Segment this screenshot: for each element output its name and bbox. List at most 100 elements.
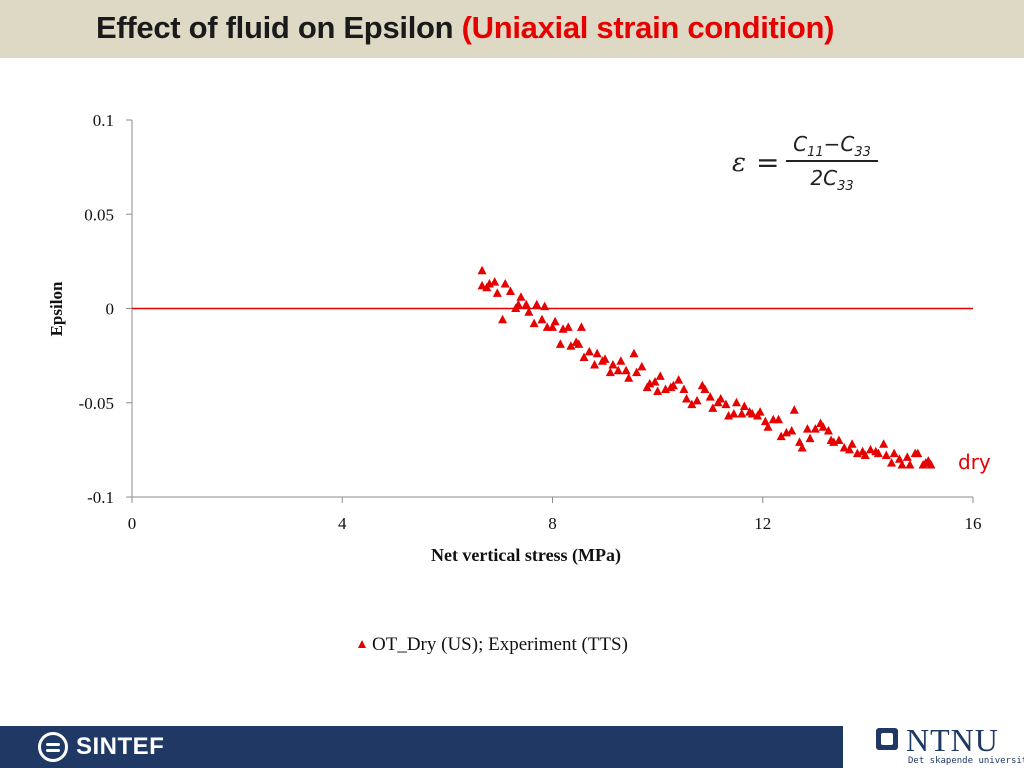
x-tick-label: 4 xyxy=(338,514,347,533)
data-point xyxy=(608,360,618,369)
data-point xyxy=(566,341,576,350)
data-point xyxy=(616,356,626,365)
formula-equals: = xyxy=(756,146,780,179)
data-point xyxy=(655,371,665,380)
data-point xyxy=(521,299,531,309)
data-point xyxy=(592,348,602,358)
data-point xyxy=(797,442,807,452)
data-point xyxy=(529,318,539,328)
chart-legend: OT_Dry (US); Experiment (TTS) xyxy=(358,634,628,656)
data-point xyxy=(653,386,663,395)
y-axis-label: Epsilon xyxy=(47,281,66,336)
data-point xyxy=(879,439,889,448)
data-point xyxy=(866,444,876,454)
y-tick-label: 0.05 xyxy=(84,205,114,224)
x-tick-label: 8 xyxy=(548,514,557,533)
data-point xyxy=(755,407,765,416)
data-point xyxy=(540,301,550,311)
sintef-logo: SINTEF xyxy=(38,732,164,762)
data-point xyxy=(674,375,684,384)
x-tick-label: 16 xyxy=(965,514,982,533)
data-point xyxy=(692,395,702,405)
data-point xyxy=(787,426,797,435)
title-bar: Effect of fluid on Epsilon (Uniaxial str… xyxy=(0,0,1024,58)
data-point xyxy=(624,373,634,382)
data-point xyxy=(605,367,615,377)
ntnu-tagline: Det skapende universitet xyxy=(908,756,1024,766)
epsilon-chart: 0.1 0.05 0 -0.05 -0.1 0 4 8 12 16 Epsilon Net ve… xyxy=(47,111,982,566)
data-point xyxy=(682,393,692,403)
x-ticks: 0 4 8 12 16 xyxy=(128,497,982,533)
data-point xyxy=(823,426,833,435)
data-point xyxy=(574,339,584,348)
data-point xyxy=(873,448,883,458)
data-point xyxy=(834,435,844,444)
data-point xyxy=(731,397,741,407)
data-point xyxy=(548,322,557,331)
data-point xyxy=(902,452,912,461)
y-tick-label: -0.05 xyxy=(79,394,114,413)
x-axis: 0 4 8 12 16 xyxy=(128,496,982,533)
ntnu-wordmark: NTNU xyxy=(906,722,999,758)
data-point xyxy=(897,459,907,469)
data-point xyxy=(537,314,547,324)
data-point xyxy=(844,444,854,454)
x-axis-label: Net vertical stress (MPa) xyxy=(431,545,621,566)
data-point xyxy=(818,422,828,431)
data-point xyxy=(708,403,718,412)
data-point xyxy=(650,377,660,386)
data-point xyxy=(668,380,678,390)
footer-right-panel xyxy=(843,726,1024,768)
data-point xyxy=(847,439,857,448)
data-point xyxy=(613,365,623,375)
formula-lhs: ε xyxy=(732,148,746,178)
data-point xyxy=(774,414,784,424)
data-point xyxy=(705,392,715,401)
data-point xyxy=(505,286,515,296)
data-point xyxy=(550,316,560,326)
epsilon-formula: ε = C11−C33 2C33 xyxy=(730,132,880,196)
slide-title: Effect of fluid on Epsilon (Uniaxial str… xyxy=(96,10,834,46)
formula-fraction-bar xyxy=(786,160,878,162)
sintef-emblem-icon xyxy=(38,732,68,762)
data-point xyxy=(747,409,757,418)
y-tick-label: 0.1 xyxy=(93,111,114,130)
ntnu-emblem-icon xyxy=(876,728,898,750)
data-point xyxy=(621,365,631,375)
data-point xyxy=(926,459,936,469)
data-point xyxy=(729,409,739,418)
data-point xyxy=(810,424,820,433)
data-point xyxy=(763,422,773,431)
y-ticks: 0.1 0.05 0 -0.05 -0.1 xyxy=(79,111,132,507)
x-tick-label: 12 xyxy=(754,514,771,533)
data-point xyxy=(516,292,526,301)
data-point xyxy=(687,399,697,409)
legend-label: OT_Dry (US); Experiment (TTS) xyxy=(372,634,628,655)
legend-triangle-icon xyxy=(358,640,366,648)
formula-denominator: 2C33 xyxy=(810,166,854,194)
data-point xyxy=(563,322,573,331)
data-point xyxy=(913,448,923,458)
data-point xyxy=(700,384,710,394)
data-point xyxy=(477,280,487,290)
data-point xyxy=(632,367,642,377)
data-point xyxy=(739,401,749,411)
data-point xyxy=(881,450,891,460)
data-point xyxy=(889,448,899,458)
data-point xyxy=(721,399,731,409)
formula-numerator: C11−C33 xyxy=(793,132,871,160)
data-point xyxy=(555,339,565,348)
title-highlight: (Uniaxial strain condition) xyxy=(461,10,835,45)
y-tick-label: 0 xyxy=(106,300,115,319)
y-tick-label: -0.1 xyxy=(87,488,114,507)
data-point xyxy=(637,361,647,371)
data-point xyxy=(600,354,610,363)
data-point xyxy=(492,288,502,297)
data-point xyxy=(500,278,510,288)
data-point xyxy=(860,450,870,460)
data-point xyxy=(737,409,747,418)
data-point xyxy=(805,433,815,443)
footer-bar: SINTEF xyxy=(0,726,843,768)
data-point xyxy=(579,352,589,362)
data-point xyxy=(839,442,849,452)
